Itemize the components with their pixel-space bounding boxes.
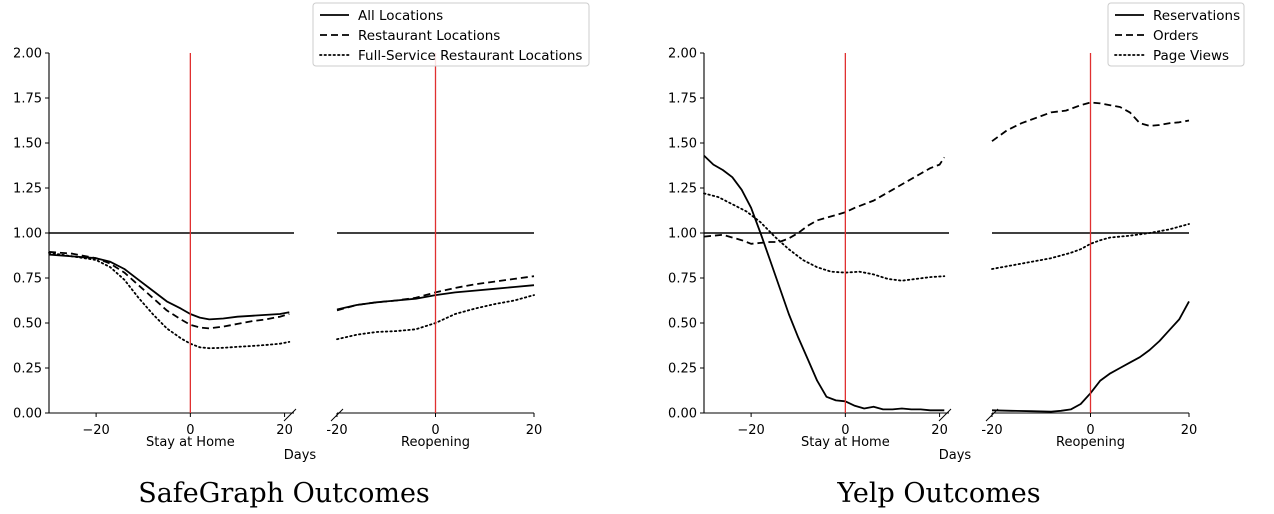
x-tick-label: 20 [276,423,293,438]
x-tick-label: 0 [186,423,194,438]
legend-box [1107,2,1245,67]
axis-break-mark [283,408,297,422]
legend-label: Restaurant Locations [358,28,500,44]
y-tick-label: 1.75 [668,92,697,107]
y-tick-label: 0.00 [13,407,42,422]
series-line [703,192,946,282]
legend-label: Reservations [1153,8,1240,24]
panel-title: Yelp Outcomes [836,478,1040,509]
legend-label: Full-Service Restaurant Locations [358,48,582,64]
legend: All Locations Restaurant Locations Full-Se… [312,2,590,67]
x-tick-label: 0 [431,423,439,438]
y-tick-label: 0.75 [668,272,697,287]
series-line [991,101,1190,142]
x-axis-label: Days [939,448,972,463]
subplot-label: Stay at Home [801,435,890,450]
legend-label: Orders [1153,28,1198,44]
y-tick-label: 1.50 [668,137,697,152]
y-tick-label: 2.00 [13,47,42,62]
x-tick-label: 0 [1086,423,1094,438]
y-tick-label: 0.50 [13,317,42,332]
subplot-label: Reopening [1056,435,1125,450]
y-tick-label: 2.00 [668,47,697,62]
y-tick-label: 0.25 [668,362,697,377]
y-tick-label: 0.50 [668,317,697,332]
series-line [703,156,946,245]
y-tick-label: 1.25 [13,182,42,197]
x-tick-label: 0 [841,423,849,438]
y-tick-label: 1.00 [13,227,42,242]
axis-break-mark [330,408,344,422]
y-tick-label: 1.25 [668,182,697,197]
y-tick-label: 0.75 [13,272,42,287]
series-line [991,300,1190,413]
y-tick-label: 1.50 [13,137,42,152]
series-line [48,251,291,350]
legend-label: All Locations [358,8,443,24]
safegraph-panel: 0.00 0.25 0.50 0.75 1.00 1.25 1.50 1.75 2.00 −20 0… [13,2,590,509]
x-axis-label: Days [284,448,317,463]
panel-title: SafeGraph Outcomes [138,478,430,509]
axis-break-mark [985,408,999,422]
subplot-label: Stay at Home [146,435,235,450]
legend: Reservations Orders Page Views [1107,2,1245,67]
x-tick-label: −20 [82,423,109,438]
legend-label: Page Views [1153,48,1229,64]
series-line [48,251,290,330]
x-tick-label: −20 [737,423,764,438]
y-tick-label: 0.25 [13,362,42,377]
x-tick-label: 20 [526,423,543,438]
legend-box [312,2,590,67]
series-line [48,253,290,321]
yelp-panel: 0.00 0.25 0.50 0.75 1.00 1.25 1.50 1.75 2.00 −20 0… [668,2,1245,509]
y-tick-label: 1.75 [13,92,42,107]
x-tick-label: -20 [326,423,347,438]
series-line [703,154,945,412]
y-tick-label: 1.00 [668,227,697,242]
x-tick-label: 20 [1181,423,1198,438]
x-tick-label: 20 [931,423,948,438]
x-tick-label: -20 [981,423,1002,438]
subplot-label: Reopening [401,435,470,450]
axis-break-mark [938,408,952,422]
y-tick-label: 0.00 [668,407,697,422]
